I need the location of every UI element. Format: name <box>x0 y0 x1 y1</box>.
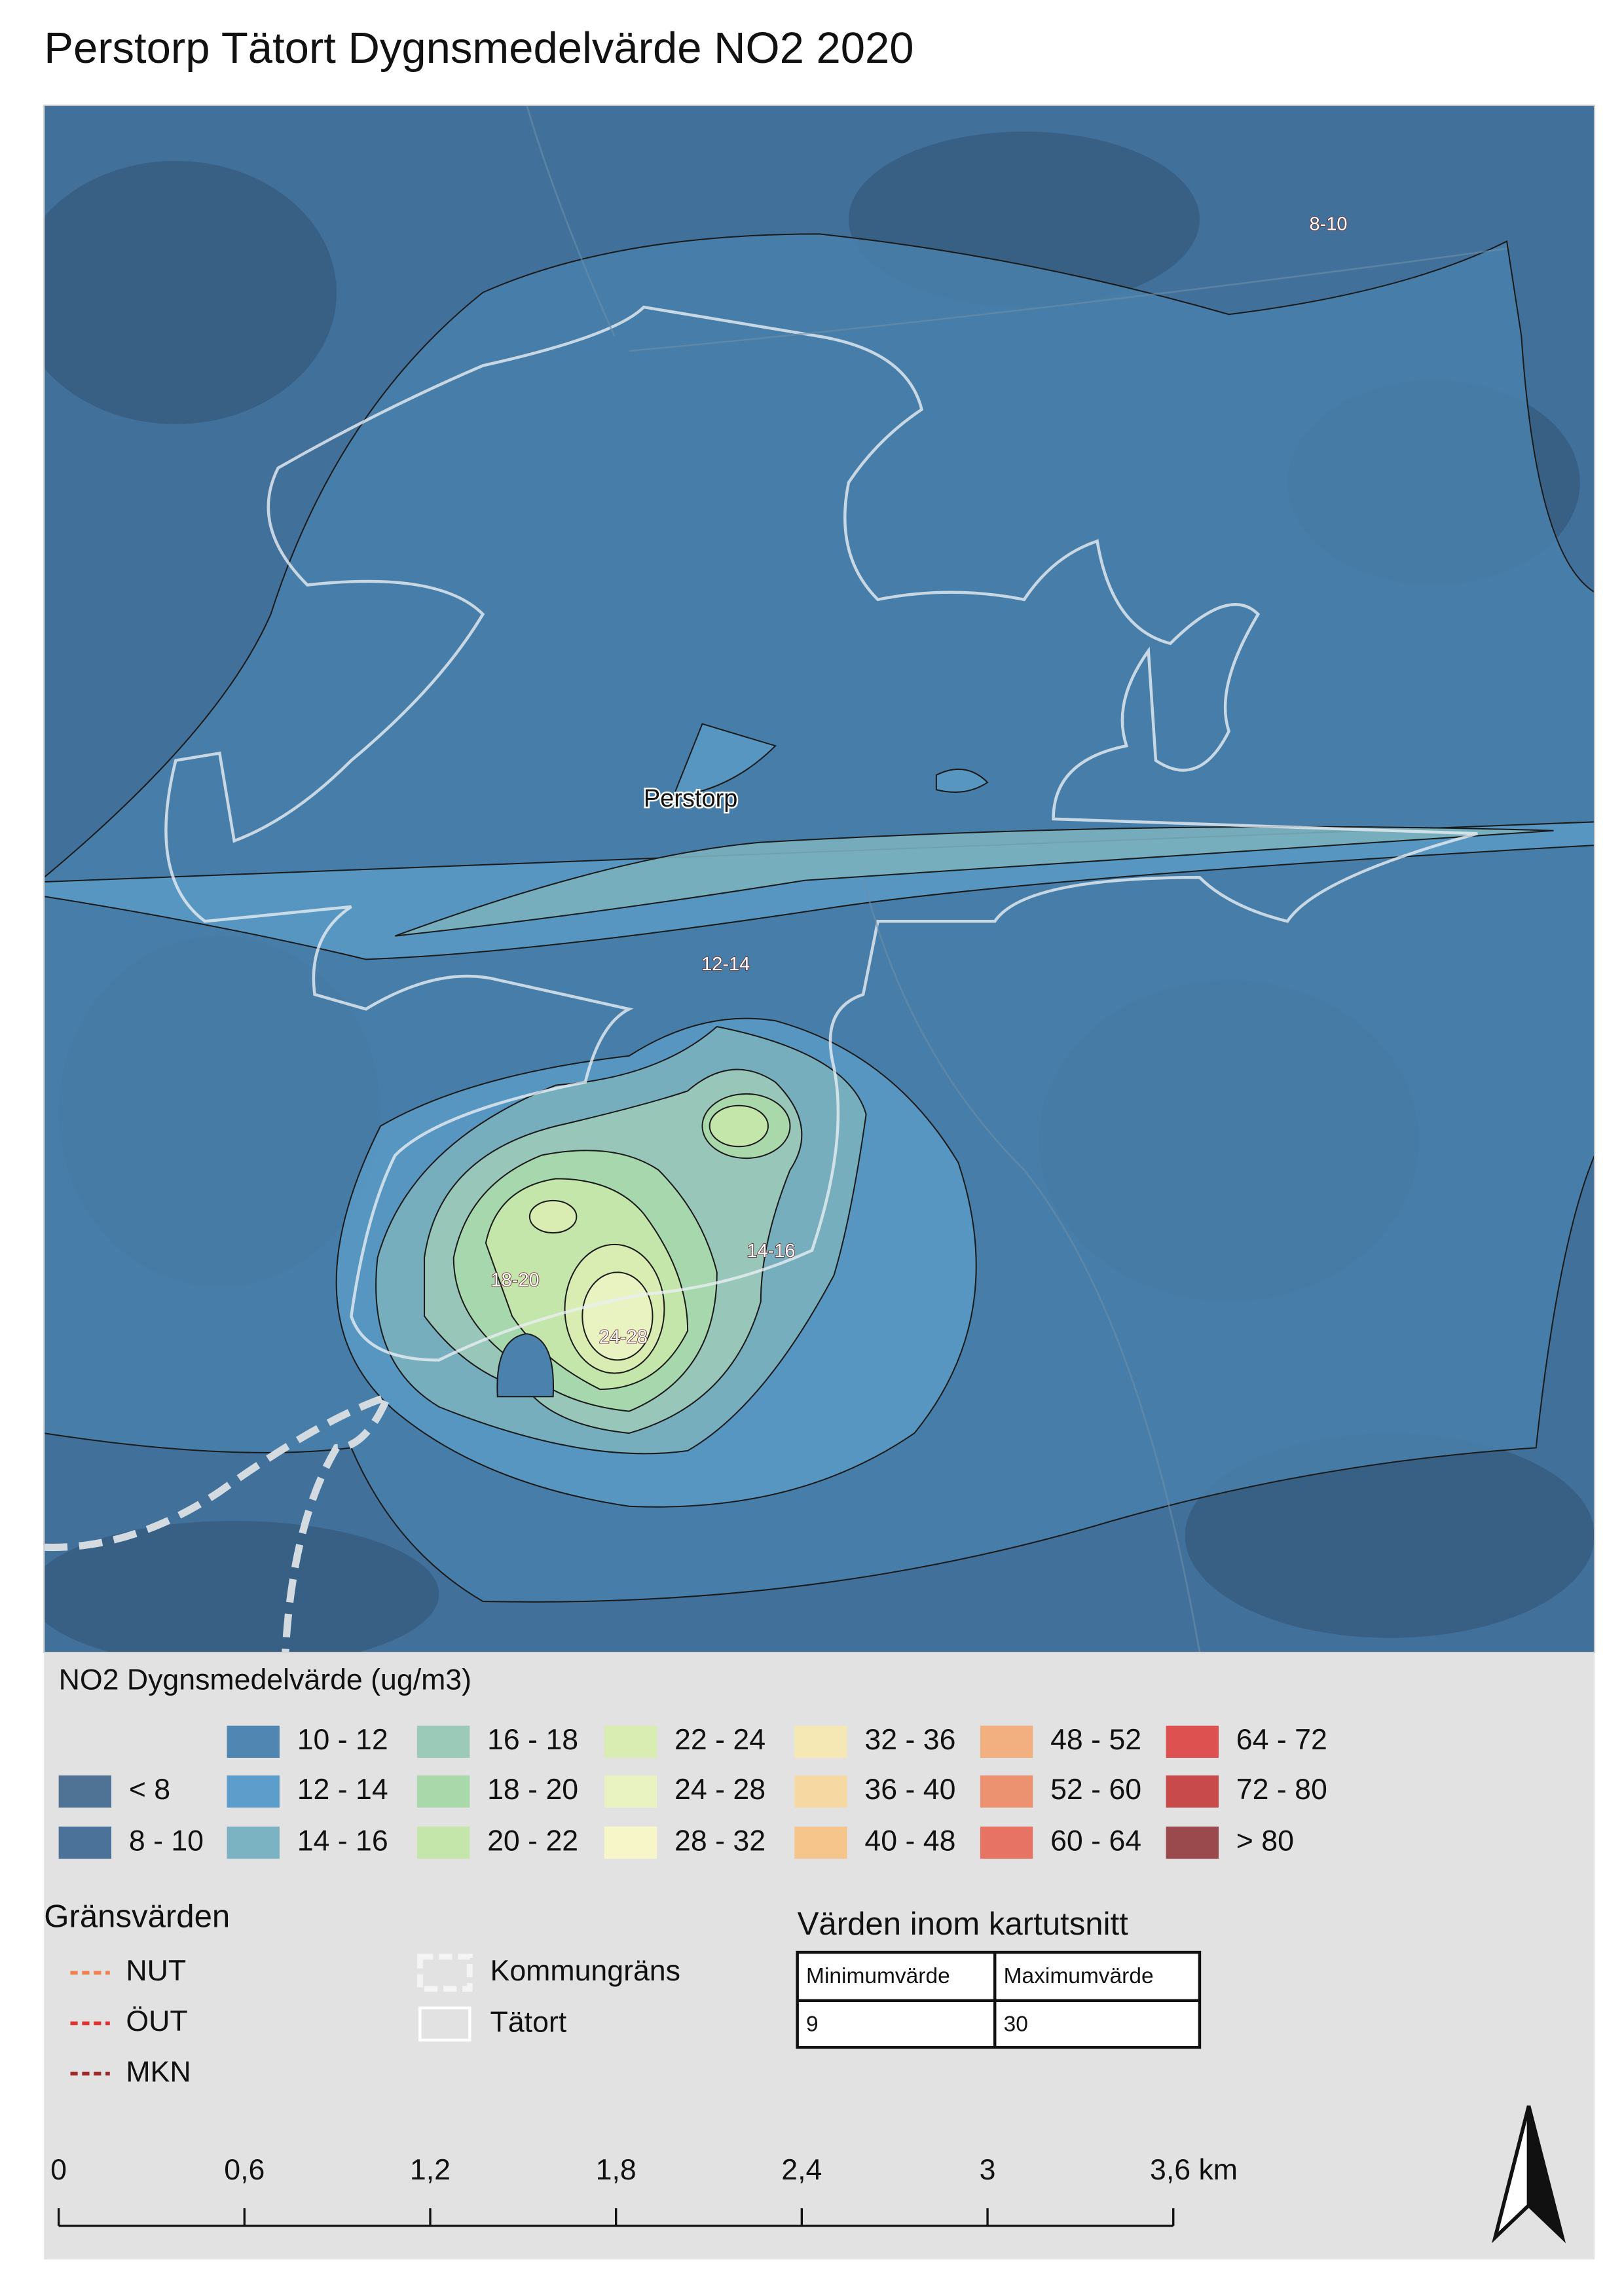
legend-label: 36 - 40 <box>864 1774 955 1806</box>
legend-label: 60 - 64 <box>1050 1825 1141 1857</box>
limit-label: NUT <box>126 1955 186 1987</box>
scale-label: 0 <box>50 2154 67 2186</box>
legend-label: 14 - 16 <box>297 1825 388 1857</box>
legend-swatch <box>604 1775 657 1808</box>
legend-swatch <box>416 1725 470 1758</box>
zone-14-16-road <box>395 826 1554 937</box>
limits-title: Gränsvärden <box>44 1899 230 1935</box>
legend-label: 20 - 22 <box>487 1825 578 1857</box>
legend-label: < 8 <box>129 1774 170 1806</box>
scale-label: 3,6 km <box>1150 2154 1238 2186</box>
legend: < 8 8 - 10 10 - 12 12 - 14 14 - 16 16 - 18 18 … <box>58 1724 1327 1859</box>
legend-swatch <box>58 1775 112 1808</box>
zone-22-24-spot <box>528 1199 578 1234</box>
table-header: Minimumvärde <box>806 1964 950 1988</box>
legend-label: 48 - 52 <box>1050 1724 1141 1756</box>
legend-label: > 80 <box>1236 1825 1294 1857</box>
legend-title: NO2 Dygnsmedelvärde (ug/m3) <box>59 1664 471 1696</box>
map-label: 18-20 <box>490 1269 539 1290</box>
scale-label: 1,8 <box>596 2154 637 2186</box>
legend-swatch <box>604 1725 657 1758</box>
legend-swatch <box>1166 1775 1219 1808</box>
legend-swatch <box>227 1826 280 1859</box>
table-title: Värden inom kartutsnitt <box>798 1906 1128 1942</box>
limits-legend: NUT ÖUT MKN <box>70 1955 191 2088</box>
legend-swatch <box>416 1775 470 1808</box>
legend-label: 64 - 72 <box>1236 1724 1327 1756</box>
kommungrans-icon <box>416 1954 473 1992</box>
legend-swatch <box>604 1826 657 1859</box>
value-table: Minimumvärde Maximumvärde 9 30 <box>796 1950 1202 2049</box>
scale-label: 1,2 <box>410 2154 451 2186</box>
legend-label: 32 - 36 <box>864 1724 955 1756</box>
map-label: 8-10 <box>1309 214 1347 235</box>
legend-swatch <box>227 1725 280 1758</box>
limit-label: ÖUT <box>126 2005 187 2037</box>
legend-label: 40 - 48 <box>864 1825 955 1857</box>
zone-notch <box>496 1333 555 1398</box>
zone-20-22-spot <box>709 1104 769 1148</box>
legend-label: 10 - 12 <box>297 1724 388 1756</box>
title: Perstorp Tätort Dygnsmedelvärde NO2 2020 <box>44 24 913 73</box>
scale-label: 3 <box>980 2154 996 2186</box>
legend-swatch <box>980 1775 1033 1808</box>
legend-swatch <box>416 1826 470 1859</box>
legend-label: 28 - 32 <box>674 1825 766 1857</box>
scale-label: 2,4 <box>781 2154 822 2186</box>
legend-swatch <box>794 1775 847 1808</box>
legend-label: 16 - 18 <box>487 1724 578 1756</box>
legend-label: 52 - 60 <box>1050 1774 1141 1806</box>
map-label: 24-28 <box>599 1327 648 1348</box>
roads <box>526 105 1507 1653</box>
scale-label: 0,6 <box>224 2154 265 2186</box>
legend-label: 12 - 14 <box>297 1774 388 1806</box>
tatort-outline <box>164 305 1478 1362</box>
legend-label: 18 - 20 <box>487 1774 578 1806</box>
map-label: 14-16 <box>747 1241 795 1262</box>
zone-12-14-spot <box>672 723 989 798</box>
legend-swatch <box>794 1826 847 1859</box>
legend-label: 22 - 24 <box>674 1724 766 1756</box>
legend-swatch <box>794 1725 847 1758</box>
kommungrans <box>44 1391 395 1653</box>
legend-swatch <box>980 1725 1033 1758</box>
legend-label: 72 - 80 <box>1236 1774 1327 1806</box>
legend-swatch <box>58 1826 112 1859</box>
map: 8-10 Perstorp 12-14 14-16 18-20 24-28 <box>44 105 1595 1653</box>
place-label: Perstorp <box>644 785 738 812</box>
north-arrow <box>1492 2105 1566 2244</box>
legend-swatch <box>1166 1725 1219 1758</box>
legend-swatch <box>227 1775 280 1808</box>
limit-label: MKN <box>126 2056 191 2088</box>
table-header: Maximumvärde <box>1004 1964 1154 1988</box>
boundary-label: Tätort <box>490 2006 567 2038</box>
legend-label: 24 - 28 <box>674 1774 766 1806</box>
scale-bar: 0 0,6 1,2 1,8 2,4 3 3,6 km <box>50 2154 1238 2227</box>
legend-swatch <box>1166 1826 1219 1859</box>
table-cell: 30 <box>1004 2013 1028 2037</box>
legend-swatch <box>980 1826 1033 1859</box>
map-label: 12-14 <box>701 954 750 975</box>
zone-24-28 <box>581 1271 654 1361</box>
legend-label: 8 - 10 <box>129 1825 204 1857</box>
table-cell: 9 <box>806 2013 819 2037</box>
boundary-label: Kommungräns <box>490 1955 680 1987</box>
tatort-icon <box>418 2006 471 2042</box>
